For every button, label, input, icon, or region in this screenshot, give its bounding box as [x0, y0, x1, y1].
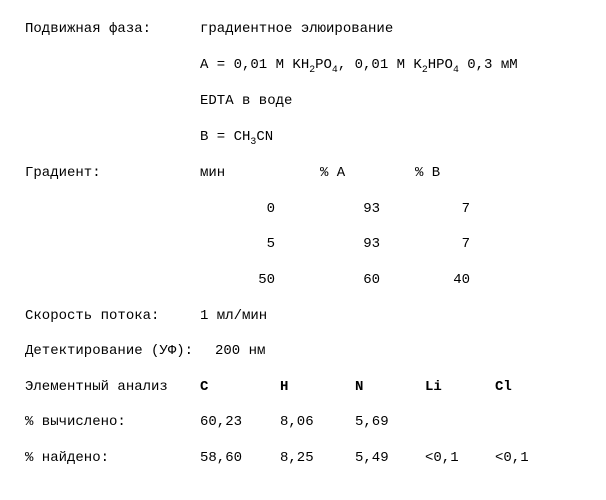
- mobile-phase-line4: B = CH3CN: [200, 128, 581, 149]
- mobile-phase-row: Подвижная фаза: градиентное элюирование: [25, 20, 581, 40]
- elemental-header-c: C: [200, 378, 280, 398]
- mobile-phase-label: Подвижная фаза:: [25, 20, 200, 40]
- detection-label: Детектирование (УФ):: [25, 342, 215, 362]
- elemental-found-row: % найдено: 58,60 8,25 5,49 <0,1 <0,1: [25, 449, 581, 469]
- elemental-cell: 5,49: [355, 449, 425, 469]
- elemental-cell: 60,23: [200, 413, 280, 433]
- mobile-phase-line4-row: B = CH3CN: [25, 128, 581, 149]
- elemental-found-label: % найдено:: [25, 449, 200, 469]
- gradient-cell: 5: [200, 235, 320, 255]
- gradient-cell: 7: [415, 200, 495, 220]
- flow-rate-row: Скорость потока: 1 мл/мин: [25, 307, 581, 327]
- elemental-cell: 8,06: [280, 413, 355, 433]
- elemental-header-n: N: [355, 378, 425, 398]
- elemental-cell: 58,60: [200, 449, 280, 469]
- gradient-cell: 93: [320, 235, 415, 255]
- elemental-cell: 5,69: [355, 413, 425, 433]
- gradient-cell: 60: [320, 271, 415, 291]
- elemental-calc-label: % вычислено:: [25, 413, 200, 433]
- gradient-row: Градиент: мин 0 5 50 % A 93 93 60 % B 7 …: [25, 164, 581, 290]
- elemental-cell: <0,1: [425, 449, 495, 469]
- gradient-table: мин 0 5 50 % A 93 93 60 % B 7 7 40: [200, 164, 581, 290]
- gradient-cell: 0: [200, 200, 320, 220]
- elemental-cell: [425, 413, 495, 433]
- elemental-header: Элементный анализ C H N Li Cl: [25, 378, 581, 398]
- gradient-cell: 93: [320, 200, 415, 220]
- gradient-cell: 40: [415, 271, 495, 291]
- flow-rate-value: 1 мл/мин: [200, 307, 581, 327]
- elemental-cell: [495, 413, 555, 433]
- elemental-header-li: Li: [425, 378, 495, 398]
- elemental-cell: 8,25: [280, 449, 355, 469]
- mobile-phase-line2-row: A = 0,01 M KH2PO4, 0,01 M K2HPO4 0,3 мМ: [25, 56, 581, 77]
- mobile-phase-line2: A = 0,01 M KH2PO4, 0,01 M K2HPO4 0,3 мМ: [200, 56, 581, 77]
- gradient-header-b: % B: [415, 164, 495, 184]
- gradient-cell: 7: [415, 235, 495, 255]
- elemental-label: Элементный анализ: [25, 378, 200, 398]
- gradient-label: Градиент:: [25, 164, 200, 290]
- gradient-header-a: % A: [320, 164, 415, 184]
- gradient-cell: 50: [200, 271, 320, 291]
- mobile-phase-line3: EDTA в воде: [200, 92, 581, 112]
- elemental-header-cl: Cl: [495, 378, 555, 398]
- detection-row: Детектирование (УФ): 200 нм: [25, 342, 581, 362]
- detection-value: 200 нм: [215, 342, 581, 362]
- gradient-header-min: мин: [200, 164, 320, 184]
- mobile-phase-line3-row: EDTA в воде: [25, 92, 581, 112]
- flow-rate-label: Скорость потока:: [25, 307, 200, 327]
- elemental-cell: <0,1: [495, 449, 555, 469]
- mobile-phase-line1: градиентное элюирование: [200, 20, 581, 40]
- elemental-header-h: H: [280, 378, 355, 398]
- elemental-calc-row: % вычислено: 60,23 8,06 5,69: [25, 413, 581, 433]
